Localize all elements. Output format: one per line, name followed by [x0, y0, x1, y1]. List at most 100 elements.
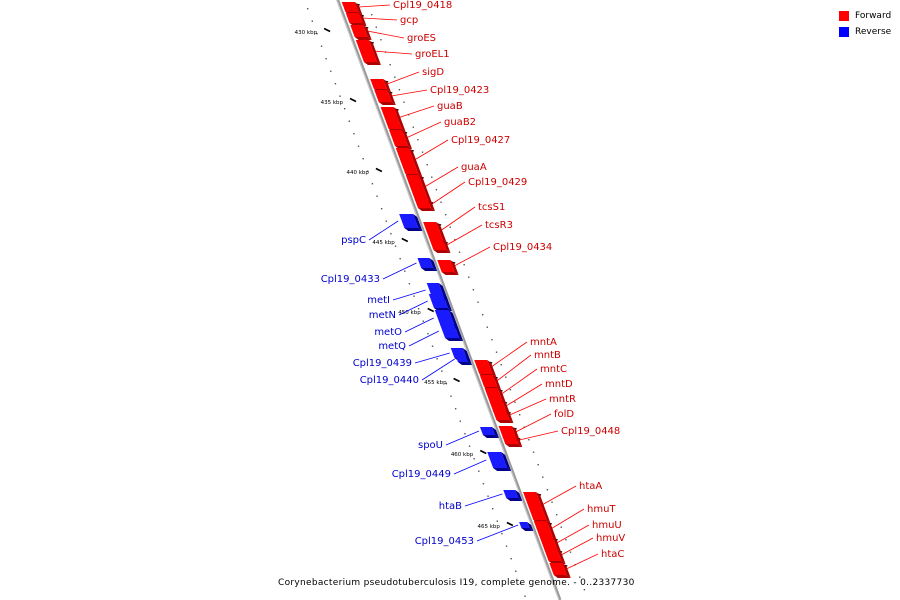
gene-face — [439, 324, 460, 338]
dot-tick — [431, 176, 433, 178]
dot-tick — [445, 383, 448, 385]
gene-bottom — [354, 37, 372, 40]
dot-tick — [478, 470, 480, 472]
dot-tick — [505, 545, 508, 547]
gene-face — [455, 356, 468, 362]
gene-face — [533, 521, 553, 537]
dot-tick — [403, 101, 405, 103]
leader-line — [490, 341, 528, 368]
dot-tick — [510, 558, 512, 560]
dot-tick — [491, 508, 494, 510]
gene-bottom — [404, 228, 423, 231]
dot-tick — [367, 170, 369, 172]
gene-side — [408, 148, 423, 177]
reverse-gene-cpl19-0433 — [417, 258, 438, 271]
major-tick — [479, 449, 487, 455]
leader-line — [505, 383, 543, 407]
reverse-label-meti: metI — [367, 295, 390, 306]
tick-label: 450 kbp — [398, 310, 421, 316]
gene-face — [355, 40, 377, 62]
gene-face — [484, 388, 502, 400]
gene-bottom — [445, 338, 464, 341]
legend-forward[interactable]: Forward — [839, 9, 891, 23]
dot-tick — [394, 76, 396, 78]
dot-tick — [464, 433, 466, 435]
major-tick — [427, 307, 435, 313]
gene-face — [434, 310, 455, 326]
tick-label: 435 kbp — [321, 100, 344, 106]
gene-side — [436, 222, 447, 243]
dot-tick — [441, 370, 443, 372]
gene-face — [399, 214, 419, 228]
gene-side — [557, 549, 566, 564]
dot-tick — [385, 220, 387, 222]
dot-tick — [473, 458, 475, 460]
dot-tick — [496, 520, 498, 522]
reverse-label-cpl19-0453: Cpl19_0453 — [415, 536, 474, 547]
backbone-line — [336, 0, 562, 600]
dot-tick — [325, 58, 327, 60]
dot-tick — [339, 95, 341, 97]
leader-line — [414, 352, 450, 364]
forward-label-cpl19-0448: Cpl19_0448 — [561, 426, 620, 437]
dot-tick — [486, 326, 488, 328]
dot-tick — [426, 164, 428, 166]
dot-tick — [491, 339, 493, 341]
legend-reverse-label: Reverse — [855, 27, 892, 37]
leader-line — [408, 330, 440, 347]
dot-tick — [417, 308, 420, 310]
gene-face — [519, 522, 530, 528]
dot-tick — [412, 126, 414, 128]
gene-face — [544, 549, 562, 561]
leader-line — [515, 413, 552, 433]
reverse-gene-htab — [503, 490, 523, 501]
dot-tick — [413, 295, 415, 297]
gene-side — [502, 400, 511, 415]
dot-tick — [380, 208, 383, 210]
dot-tick — [518, 414, 521, 416]
legend-forward-label: Forward — [855, 11, 892, 21]
dot-tick — [463, 264, 465, 266]
leader-line — [372, 50, 413, 55]
forward-label-tcss1: tcsS1 — [478, 202, 505, 213]
dot-tick — [528, 439, 530, 441]
gene-face — [549, 563, 567, 575]
gene-side — [487, 360, 497, 377]
legend-reverse[interactable]: Reverse — [839, 25, 891, 39]
dot-tick — [375, 26, 377, 28]
gene-face — [417, 258, 434, 268]
major-tick — [453, 377, 460, 383]
gene-bottom — [441, 272, 459, 275]
leader-line — [453, 459, 487, 475]
leader-line — [556, 524, 590, 544]
leader-line — [566, 553, 599, 570]
dot-tick — [389, 64, 391, 66]
gene-face — [426, 283, 444, 297]
gene-bottom — [457, 362, 472, 365]
leader-line — [509, 398, 547, 416]
dot-tick — [509, 389, 512, 391]
tick-label: 465 kbp — [477, 524, 500, 530]
dot-tick — [505, 376, 507, 378]
gene-side — [546, 521, 557, 540]
forward-label-cpl19-0427: Cpl19_0427 — [451, 135, 510, 146]
dot-tick — [316, 33, 318, 35]
dot-tick — [454, 408, 457, 410]
dot-tick — [362, 158, 364, 160]
dot-tick — [334, 83, 337, 85]
forward-gene-cpl19-0434 — [437, 260, 459, 275]
leader-line — [422, 166, 459, 189]
gene-face — [370, 79, 387, 89]
dot-tick — [311, 20, 313, 22]
leader-line — [501, 368, 538, 395]
gene-face — [415, 200, 431, 208]
leader-line — [382, 262, 417, 280]
tick-label: 445 kbp — [372, 240, 395, 246]
gene-side — [536, 492, 551, 523]
dot-tick — [444, 214, 447, 216]
reverse-label-htab: htaB — [439, 501, 462, 512]
tick-label: 460 kbp — [451, 452, 474, 458]
forward-label-tcsr3: tcsR3 — [485, 220, 513, 231]
forward-gene-groel1 — [355, 40, 381, 65]
